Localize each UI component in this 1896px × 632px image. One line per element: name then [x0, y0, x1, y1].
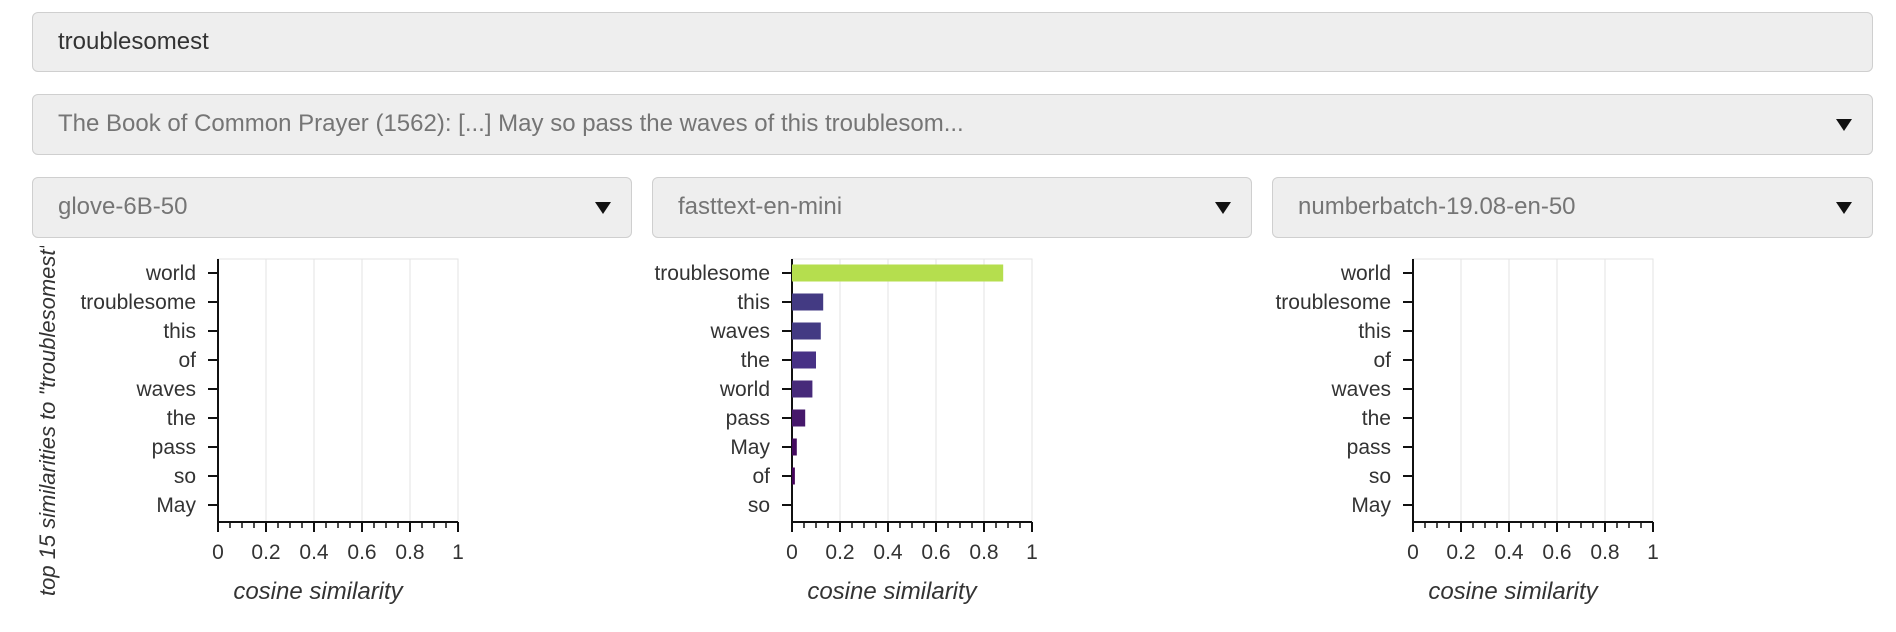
chart-numberbatch: 0 0.2 0.4 0.6 0.8 1 world troublesome this of wave… [1275, 258, 1659, 605]
x-tick-label: 0.6 [921, 541, 950, 564]
bar [792, 438, 797, 456]
y-tick-label: May [1351, 494, 1391, 517]
x-axis-label: cosine similarity [1428, 578, 1599, 605]
x-tick-label: 0.8 [395, 541, 424, 564]
charts-area: top 15 similarities to "troublesomest" 0… [35, 240, 1659, 605]
plot-frame [217, 258, 459, 523]
chart-glove: 0 0.2 0.4 0.6 0.8 1 world troublesome this of wave… [80, 258, 464, 605]
y-tick-label: world [719, 378, 770, 401]
model-select-1[interactable]: glove-6B-50 [32, 177, 632, 238]
query-input[interactable]: troublesomest [32, 12, 1873, 72]
side-label: top 15 similarities to "troublesomest" [35, 240, 60, 596]
sentence-select-value: The Book of Common Prayer (1562): [...] … [58, 110, 964, 137]
x-tick-label: 0.4 [299, 541, 329, 564]
x-tick-label: 0.4 [1494, 541, 1524, 564]
bar [792, 264, 1004, 282]
bar [792, 380, 813, 398]
x-tick-label: 1 [1026, 541, 1038, 564]
y-tick-label: this [163, 320, 196, 343]
y-tick-label: troublesome [654, 262, 770, 285]
y-tick-label: the [1362, 407, 1391, 430]
plot-frame [791, 258, 1033, 523]
model-select-3[interactable]: numberbatch-19.08-en-50 [1272, 177, 1873, 238]
x-tick-label: 0.8 [1590, 541, 1619, 564]
model-select-2[interactable]: fasttext-en-mini [652, 177, 1252, 238]
y-tick-label: pass [726, 407, 770, 430]
chevron-down-icon [1215, 202, 1231, 214]
bar [792, 293, 824, 311]
x-tick-label: 0.2 [1446, 541, 1475, 564]
model-select-value: fasttext-en-mini [678, 193, 843, 220]
model-select-value: glove-6B-50 [58, 193, 188, 220]
y-tick-label: May [156, 494, 196, 517]
x-tick-label: 0.4 [873, 541, 903, 564]
bar [792, 322, 821, 340]
y-tick-label: of [752, 465, 770, 488]
x-tick-label: 0.2 [251, 541, 280, 564]
x-tick-label: 0.6 [1542, 541, 1571, 564]
y-tick-label: May [730, 436, 770, 459]
sentence-select[interactable]: The Book of Common Prayer (1562): [...] … [32, 94, 1873, 155]
x-tick-label: 0 [212, 541, 224, 564]
x-tick-label: 1 [1647, 541, 1659, 564]
y-tick-label: troublesome [80, 291, 196, 314]
chevron-down-icon [1836, 202, 1852, 214]
y-tick-label: waves [135, 378, 196, 401]
x-tick-label: 0 [786, 541, 798, 564]
plot-frame [1412, 258, 1654, 523]
chevron-down-icon [1836, 119, 1852, 131]
y-tick-label: waves [1330, 378, 1391, 401]
x-tick-label: 0.2 [825, 541, 854, 564]
y-tick-label: so [174, 465, 196, 488]
y-tick-label: the [167, 407, 196, 430]
y-tick-label: this [737, 291, 770, 314]
x-axis-label: cosine similarity [807, 578, 978, 605]
y-tick-label: troublesome [1275, 291, 1391, 314]
bar [792, 467, 795, 485]
x-tick-label: 0.8 [969, 541, 998, 564]
bar [792, 351, 816, 369]
y-tick-label: pass [152, 436, 196, 459]
chevron-down-icon [595, 202, 611, 214]
y-tick-label: waves [709, 320, 770, 343]
y-tick-label: pass [1347, 436, 1391, 459]
y-tick-label: of [1373, 349, 1391, 372]
y-tick-label: the [741, 349, 770, 372]
x-tick-label: 0.6 [347, 541, 376, 564]
chart-fasttext: 0 0.2 0.4 0.6 0.8 1 troublesome this waves the wor… [654, 258, 1038, 605]
y-tick-label: of [178, 349, 196, 372]
y-tick-label: world [1340, 262, 1391, 285]
x-tick-label: 1 [452, 541, 464, 564]
bar [792, 409, 806, 427]
x-axis-label: cosine similarity [233, 578, 404, 605]
x-tick-label: 0 [1407, 541, 1419, 564]
y-tick-label: this [1358, 320, 1391, 343]
y-tick-label: world [145, 262, 196, 285]
y-tick-label: so [1369, 465, 1391, 488]
model-select-value: numberbatch-19.08-en-50 [1298, 193, 1576, 220]
y-tick-label: so [748, 494, 770, 517]
